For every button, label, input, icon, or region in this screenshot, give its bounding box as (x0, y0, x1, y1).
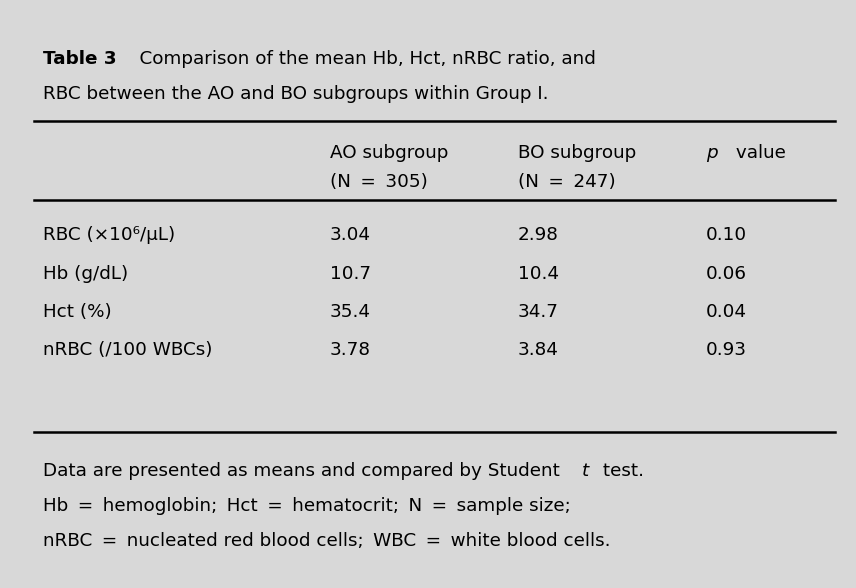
Text: RBC between the AO and BO subgroups within Group I.: RBC between the AO and BO subgroups with… (43, 85, 549, 103)
Text: RBC (×10⁶/μL): RBC (×10⁶/μL) (43, 226, 175, 245)
Text: 0.06: 0.06 (706, 265, 747, 283)
Text: (N  =  305): (N = 305) (330, 173, 427, 192)
Text: 10.7: 10.7 (330, 265, 371, 283)
Text: test.: test. (597, 462, 645, 480)
Text: AO subgroup: AO subgroup (330, 144, 448, 162)
Text: Hb  =  hemoglobin;  Hct  =  hematocrit;  N  =  sample size;: Hb = hemoglobin; Hct = hematocrit; N = s… (43, 497, 571, 515)
Text: p: p (706, 144, 718, 162)
Text: value: value (730, 144, 786, 162)
Text: nRBC  =  nucleated red blood cells;  WBC  =  white blood cells.: nRBC = nucleated red blood cells; WBC = … (43, 532, 610, 550)
Text: 3.78: 3.78 (330, 341, 371, 359)
Text: nRBC (/100 WBCs): nRBC (/100 WBCs) (43, 341, 212, 359)
Text: 35.4: 35.4 (330, 303, 371, 321)
Text: t: t (582, 462, 589, 480)
Text: Hb (g/dL): Hb (g/dL) (43, 265, 128, 283)
Text: 2.98: 2.98 (518, 226, 559, 245)
Text: Data are presented as means and compared by Student: Data are presented as means and compared… (43, 462, 566, 480)
Text: BO subgroup: BO subgroup (518, 144, 636, 162)
Text: (N  =  247): (N = 247) (518, 173, 615, 192)
Text: 0.93: 0.93 (706, 341, 747, 359)
Text: Hct (%): Hct (%) (43, 303, 111, 321)
Text: 3.04: 3.04 (330, 226, 371, 245)
Text: 10.4: 10.4 (518, 265, 559, 283)
Text: 34.7: 34.7 (518, 303, 559, 321)
Text: Comparison of the mean Hb, Hct, nRBC ratio, and: Comparison of the mean Hb, Hct, nRBC rat… (116, 50, 596, 68)
Text: 3.84: 3.84 (518, 341, 559, 359)
Text: 0.10: 0.10 (706, 226, 747, 245)
Text: Table 3: Table 3 (43, 50, 116, 68)
Text: 0.04: 0.04 (706, 303, 747, 321)
